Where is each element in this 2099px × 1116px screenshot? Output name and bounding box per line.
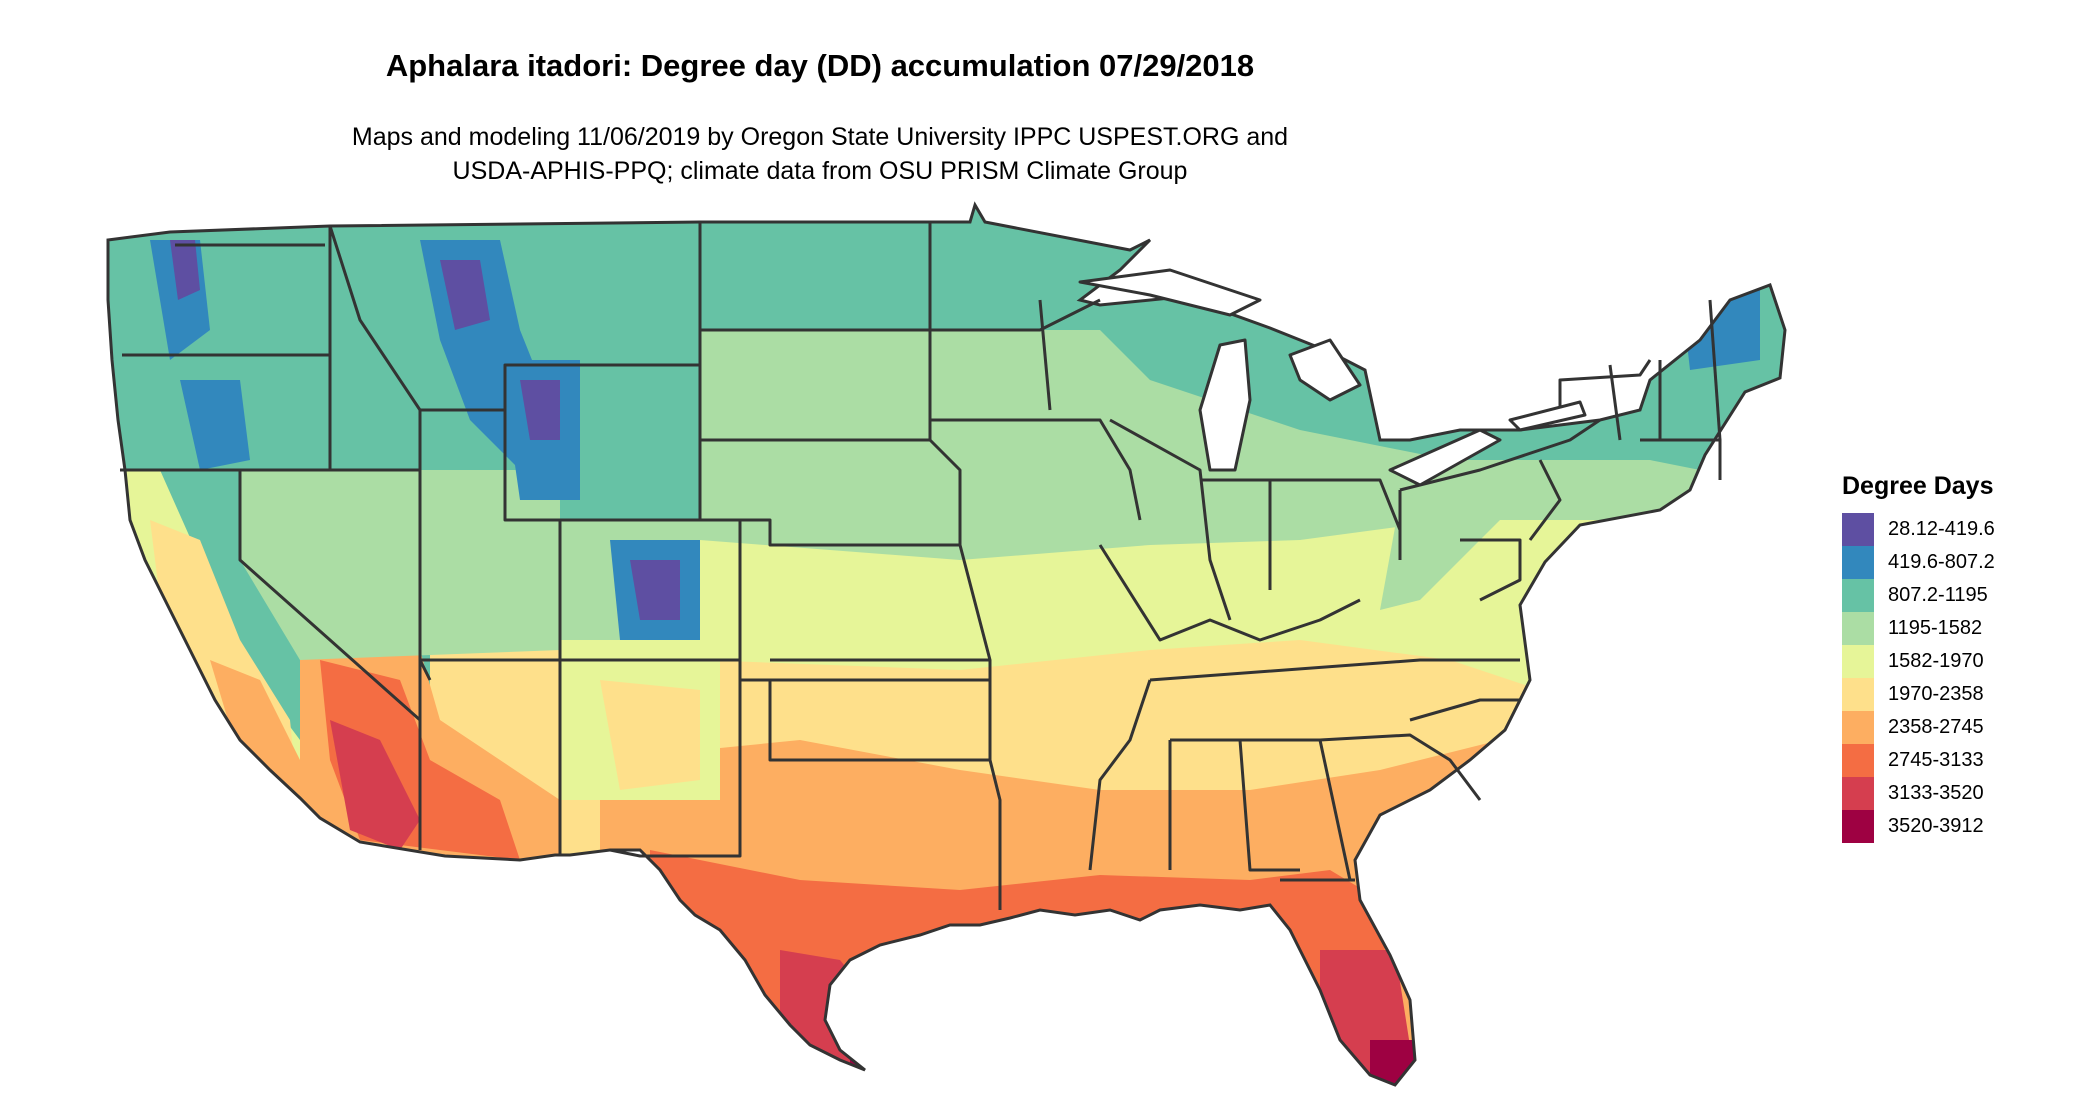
legend-label: 3133-3520 xyxy=(1888,782,1984,804)
legend-label: 419.6-807.2 xyxy=(1888,551,1995,573)
legend-item: 3520-3912 xyxy=(1842,810,2082,843)
legend-item: 1195-1582 xyxy=(1842,612,2082,645)
legend-item: 1970-2358 xyxy=(1842,678,2082,711)
subtitle-line-1: Maps and modeling 11/06/2019 by Oregon S… xyxy=(351,123,1289,151)
legend-label: 2745-3133 xyxy=(1888,749,1984,771)
legend-item: 2745-3133 xyxy=(1842,744,2082,777)
legend-swatch xyxy=(1842,612,1874,645)
legend-item: 1582-1970 xyxy=(1842,645,2082,678)
legend: Degree Days 28.12-419.6 419.6-807.2 807.… xyxy=(1842,472,2082,843)
legend-swatch xyxy=(1842,579,1874,612)
legend-swatch xyxy=(1842,777,1874,810)
map-subtitle: Maps and modeling 11/06/2019 by Oregon S… xyxy=(0,120,1640,188)
legend-label: 28.12-419.6 xyxy=(1888,518,1995,540)
legend-item: 807.2-1195 xyxy=(1842,579,2082,612)
legend-label: 1582-1970 xyxy=(1888,650,1984,672)
map-title: Aphalara itadori: Degree day (DD) accumu… xyxy=(385,48,1255,83)
legend-label: 1970-2358 xyxy=(1888,683,1984,705)
legend-items: 28.12-419.6 419.6-807.2 807.2-1195 1195-… xyxy=(1842,513,2082,843)
legend-item: 28.12-419.6 xyxy=(1842,513,2082,546)
legend-swatch xyxy=(1842,810,1874,843)
legend-swatch xyxy=(1842,711,1874,744)
legend-item: 419.6-807.2 xyxy=(1842,546,2082,579)
legend-label: 1195-1582 xyxy=(1888,617,1983,639)
subtitle-line-2: USDA-APHIS-PPQ; climate data from OSU PR… xyxy=(452,157,1188,185)
legend-swatch xyxy=(1842,678,1874,711)
legend-swatch xyxy=(1842,513,1874,546)
legend-label: 807.2-1195 xyxy=(1888,584,1988,606)
legend-label: 3520-3912 xyxy=(1888,815,1984,837)
legend-item: 3133-3520 xyxy=(1842,777,2082,810)
legend-label: 2358-2745 xyxy=(1888,716,1984,738)
legend-swatch xyxy=(1842,546,1874,579)
legend-item: 2358-2745 xyxy=(1842,711,2082,744)
legend-swatch xyxy=(1842,744,1874,777)
legend-swatch xyxy=(1842,645,1874,678)
legend-title: Degree Days xyxy=(1842,472,1994,500)
